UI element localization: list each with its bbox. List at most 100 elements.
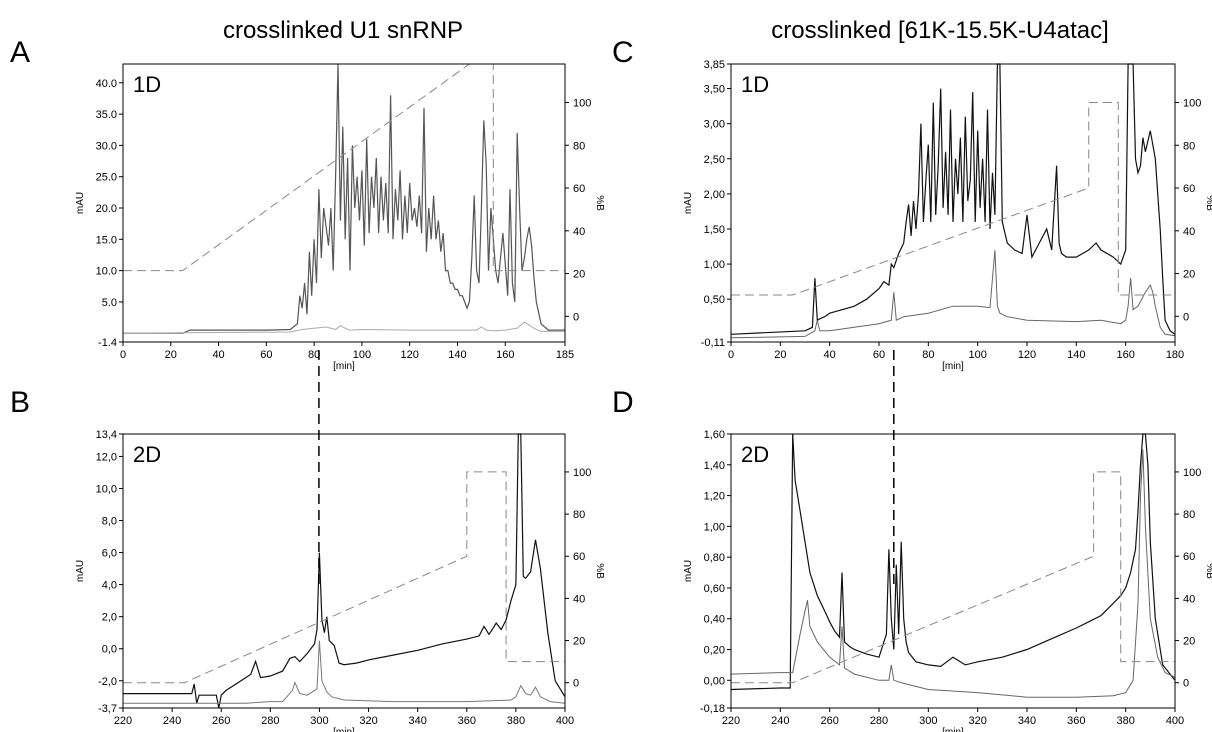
- x-tick-label: 100: [353, 349, 371, 361]
- x-tick-label: 380: [507, 715, 525, 727]
- x-tick-label: 140: [1067, 349, 1085, 361]
- y-tick-label: -0,11: [701, 337, 725, 349]
- x-tick-label: 280: [261, 715, 279, 727]
- x-tick-label: 280: [870, 715, 888, 727]
- panel-letter: C: [612, 36, 634, 69]
- x-tick-label: 80: [308, 349, 320, 361]
- y-tick-label: 1,40: [704, 460, 725, 472]
- y-tick-label: -3,7: [98, 703, 117, 715]
- plot-frame: [730, 433, 1176, 709]
- plot-frame: [122, 433, 566, 709]
- y-tick-label: 0,00: [704, 675, 725, 687]
- y-tick-label: 8,0: [102, 516, 117, 528]
- y-tick-label: 6,0: [102, 548, 117, 560]
- x-tick-label: 220: [722, 715, 740, 727]
- y-tick-label: 2,50: [704, 154, 725, 166]
- x-tick-label: 20: [774, 349, 786, 361]
- y2-tick-label: 40: [573, 593, 585, 605]
- chart-panels: A 1D 0 20 40 60 80 100 120 140 160 185 -1.4 5.0 10.0 15…: [10, 36, 1212, 732]
- x-tick-label: 40: [824, 349, 836, 361]
- y2-tick-label: 80: [1183, 140, 1195, 152]
- y-tick-label: 2,00: [704, 189, 725, 201]
- y2-tick-label: 80: [573, 140, 585, 152]
- x-tick-label: 20: [165, 349, 177, 361]
- x-tick-label: 60: [260, 349, 272, 361]
- panel-letter: D: [612, 386, 634, 419]
- series-main: [730, 433, 1176, 691]
- x-tick-label: 220: [114, 715, 132, 727]
- y-tick-label: 30.0: [96, 140, 117, 152]
- y-tick-label: 2,0: [102, 612, 117, 624]
- y-tick-label: 0,0: [102, 644, 117, 656]
- retention-connectors: [318, 350, 895, 584]
- y-tick-label: 5.0: [102, 297, 117, 309]
- x-tick-label: 360: [1067, 715, 1085, 727]
- panel-tag: 2D: [741, 442, 769, 467]
- series-main: [123, 433, 566, 709]
- x-tick-label: 400: [1166, 715, 1184, 727]
- x-tick-label: 300: [310, 715, 328, 727]
- y-tick-label: 1,60: [704, 429, 725, 441]
- y-axis-label: mAU: [683, 560, 694, 582]
- y2-tick-label: 100: [1183, 97, 1201, 109]
- x-tick-label: 140: [448, 349, 466, 361]
- panel-letter: B: [10, 386, 30, 419]
- y2-tick-label: 100: [573, 467, 591, 479]
- y-tick-label: 4,0: [102, 580, 117, 592]
- panel-tag: 2D: [133, 442, 161, 467]
- x-tick-label: 320: [359, 715, 377, 727]
- y-tick-label: 0,60: [704, 583, 725, 595]
- y-tick-label: 15.0: [96, 234, 117, 246]
- y2-tick-label: 100: [1183, 467, 1201, 479]
- y-tick-label: 3,85: [704, 59, 725, 71]
- y-tick-label: 25.0: [96, 172, 117, 184]
- y-tick-label: 0,50: [704, 294, 725, 306]
- y2-tick-label: 80: [573, 509, 585, 521]
- x-tick-label: 160: [1116, 349, 1134, 361]
- x-tick-label: 260: [212, 715, 230, 727]
- y-tick-label: 0,80: [704, 552, 725, 564]
- y2-tick-label: 60: [573, 551, 585, 563]
- y-tick-label: 1,00: [704, 259, 725, 271]
- x-tick-label: 60: [873, 349, 885, 361]
- y2-tick-label: 80: [1183, 509, 1195, 521]
- y2-tick-label: 20: [573, 269, 585, 281]
- y2-tick-label: 60: [1183, 183, 1195, 195]
- y-tick-label: 13,4: [96, 429, 117, 441]
- plot-frame: [122, 63, 566, 343]
- y2-axis-label: %B: [1204, 563, 1212, 579]
- x-axis-label: [min]: [333, 361, 355, 372]
- y-tick-label: 40.0: [96, 78, 117, 90]
- x-tick-label: 180: [1166, 349, 1184, 361]
- panel-tag: 1D: [741, 72, 769, 97]
- panel-c: C 1D 0 20 40 60 80 100 120 140 160 180 -0,11 0,50 1,00…: [612, 36, 1212, 372]
- y-tick-label: 12,0: [96, 451, 117, 463]
- y-tick-label: 35.0: [96, 109, 117, 121]
- y2-tick-label: 60: [1183, 551, 1195, 563]
- x-tick-label: 340: [408, 715, 426, 727]
- x-tick-label: 260: [820, 715, 838, 727]
- series-gradient: [731, 471, 1175, 684]
- y-tick-label: 20.0: [96, 203, 117, 215]
- series-secondary: [123, 640, 566, 704]
- y-tick-label: -0,18: [700, 703, 725, 715]
- panel-tag: 1D: [133, 72, 161, 97]
- x-tick-label: 120: [1018, 349, 1036, 361]
- x-axis-label: [min]: [942, 727, 964, 732]
- y2-tick-label: 0: [1183, 311, 1189, 323]
- x-tick-label: 185: [556, 349, 574, 361]
- y2-tick-label: 20: [573, 636, 585, 648]
- series-gradient: [731, 102, 1175, 296]
- y-tick-label: 1,50: [704, 224, 725, 236]
- y2-axis-label: %B: [594, 195, 605, 211]
- y-tick-label: 0,40: [704, 614, 725, 626]
- x-tick-label: 0: [120, 349, 126, 361]
- x-axis-label: [min]: [942, 361, 964, 372]
- y-tick-label: 0,20: [704, 645, 725, 657]
- y-tick-label: -1.4: [98, 337, 117, 349]
- y-tick-label: 3,00: [704, 119, 725, 131]
- y-axis-label: mAU: [75, 560, 86, 582]
- y-axis-label: mAU: [75, 192, 86, 214]
- y2-tick-label: 20: [1183, 269, 1195, 281]
